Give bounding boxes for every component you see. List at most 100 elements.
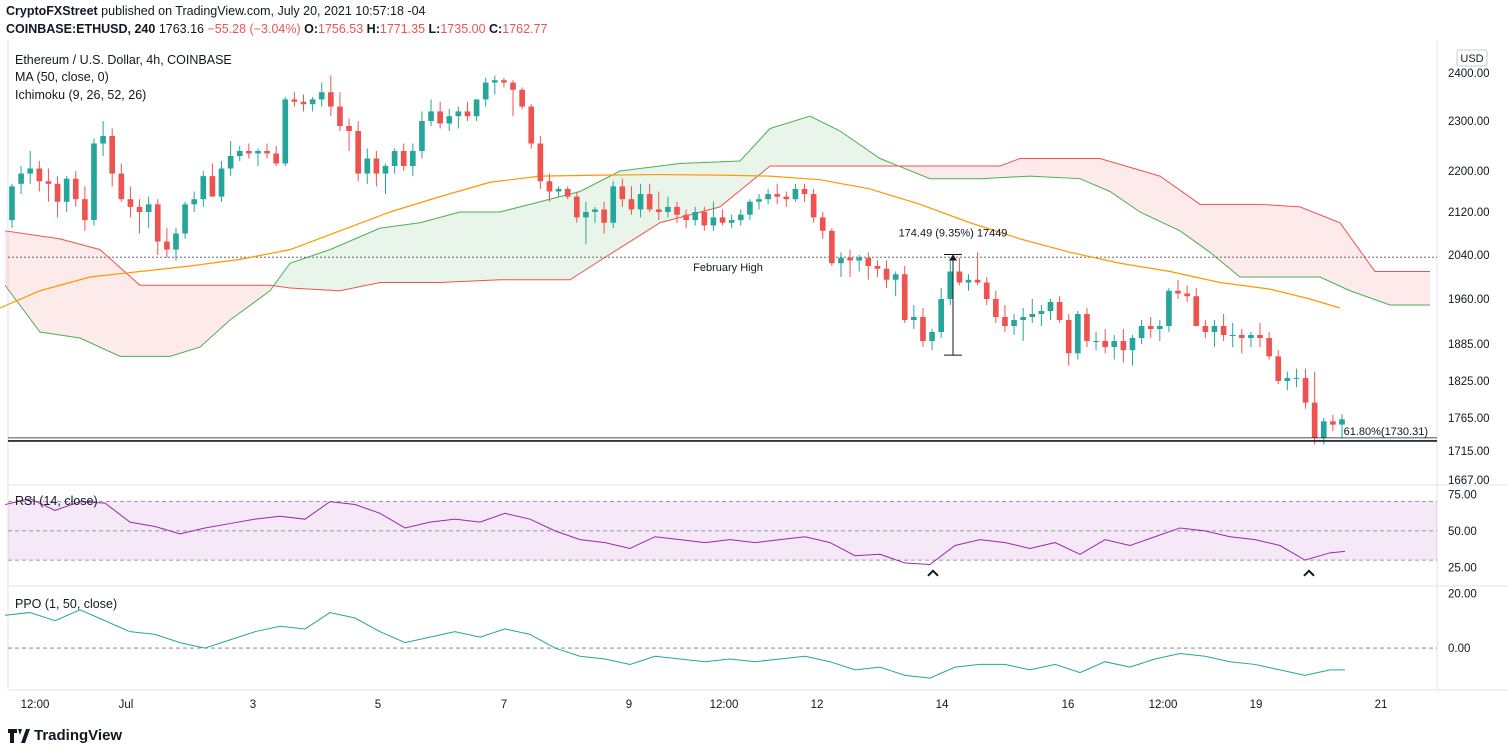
candle-body bbox=[1011, 320, 1017, 326]
price-tick-label: 2120.00 bbox=[1448, 207, 1490, 219]
candle bbox=[1056, 296, 1063, 323]
annotations-layer: 174.49 (9.35%) 17449 61.80%(1730.31) bbox=[8, 227, 1437, 442]
measure-arrow bbox=[949, 254, 957, 261]
low-label: L: bbox=[428, 22, 441, 36]
candle-body bbox=[883, 268, 890, 280]
candle bbox=[510, 80, 516, 117]
candle bbox=[829, 228, 835, 266]
candle bbox=[783, 191, 790, 207]
candle-body bbox=[1193, 296, 1200, 326]
candle bbox=[209, 163, 216, 197]
candle bbox=[273, 146, 280, 166]
candle bbox=[337, 92, 343, 131]
candle-body bbox=[1102, 341, 1108, 348]
candle-body bbox=[555, 188, 562, 192]
candle-body bbox=[182, 204, 188, 234]
candle bbox=[1065, 314, 1072, 366]
candle bbox=[856, 255, 863, 272]
candle bbox=[154, 199, 161, 255]
candle-body bbox=[437, 111, 443, 124]
price-tick-label: 1765.00 bbox=[1448, 413, 1490, 425]
price-tick-label: 1825.00 bbox=[1448, 376, 1490, 388]
close-value: 1762.77 bbox=[502, 22, 548, 36]
candle bbox=[983, 277, 990, 305]
ppo-legend[interactable]: PPO (1, 50, close) bbox=[15, 597, 118, 611]
price-tick-label: 1667.00 bbox=[1448, 475, 1490, 487]
candle bbox=[318, 82, 325, 107]
time-tick-label: 5 bbox=[375, 699, 381, 711]
candle bbox=[1084, 308, 1090, 348]
ichimoku-legend[interactable]: Ichimoku (9, 26, 52, 26) bbox=[15, 88, 147, 102]
candle bbox=[555, 186, 562, 197]
chart-canvas[interactable]: February High 174.49 (9.35%) 17449 61.80%… bbox=[0, 40, 1508, 720]
candle-body bbox=[318, 92, 325, 100]
candle-body bbox=[583, 212, 589, 218]
candle bbox=[1275, 350, 1282, 385]
candle-body bbox=[537, 143, 544, 182]
candle bbox=[218, 161, 225, 202]
candle-body bbox=[27, 168, 34, 174]
candle bbox=[400, 143, 407, 171]
candle-body bbox=[1065, 320, 1072, 354]
candle-body bbox=[1257, 335, 1263, 338]
candle-body bbox=[346, 126, 352, 131]
chart-title[interactable]: Ethereum / U.S. Dollar, 4h, COINBASE bbox=[15, 53, 232, 67]
candle-body bbox=[273, 153, 280, 164]
candle-body bbox=[947, 271, 954, 299]
candle-body bbox=[628, 199, 635, 210]
candle bbox=[464, 101, 471, 121]
candle bbox=[774, 183, 781, 205]
candle-body bbox=[819, 217, 826, 231]
candle-body bbox=[391, 151, 398, 166]
candle bbox=[91, 138, 97, 226]
candle-body bbox=[227, 156, 234, 169]
candle bbox=[145, 196, 152, 229]
candle-body bbox=[1302, 377, 1309, 403]
candle bbox=[810, 188, 817, 223]
candle bbox=[173, 228, 179, 261]
candle-body bbox=[838, 257, 844, 264]
time-tick-label: Jul bbox=[119, 699, 134, 711]
candle bbox=[528, 104, 535, 149]
candle bbox=[482, 77, 489, 107]
candle-body bbox=[18, 173, 24, 184]
candle-body bbox=[747, 201, 753, 215]
candle bbox=[1029, 299, 1036, 323]
candle-body bbox=[1339, 419, 1345, 425]
candle bbox=[1193, 288, 1200, 326]
last-price: 1763.16 bbox=[158, 22, 205, 36]
candle bbox=[1202, 320, 1209, 338]
candle-body bbox=[1138, 326, 1145, 338]
publish-line: CryptoFXStreet published on TradingView.… bbox=[6, 4, 425, 18]
senkou-span-b-line bbox=[4, 158, 1430, 292]
candle bbox=[255, 148, 261, 166]
candle-body bbox=[792, 188, 799, 200]
candle bbox=[710, 201, 717, 231]
candle-body bbox=[1147, 326, 1154, 329]
candle-body bbox=[1084, 314, 1090, 341]
candle-body bbox=[719, 217, 726, 223]
candle bbox=[118, 163, 125, 202]
candle bbox=[1248, 332, 1254, 348]
candle bbox=[1257, 323, 1263, 348]
ma-legend[interactable]: MA (50, close, 0) bbox=[15, 70, 109, 84]
candle-body bbox=[364, 158, 371, 174]
rsi-legend[interactable]: RSI (14, close) bbox=[15, 494, 98, 508]
candle bbox=[82, 186, 88, 231]
ppo-tick-label: 20.00 bbox=[1448, 588, 1477, 600]
candle bbox=[583, 201, 589, 245]
candle bbox=[473, 99, 480, 121]
high-value: 1771.35 bbox=[379, 22, 426, 36]
candle-body bbox=[191, 199, 198, 205]
publisher-name[interactable]: CryptoFXStreet bbox=[6, 4, 98, 18]
candle-body bbox=[255, 151, 261, 154]
candle-body bbox=[428, 111, 434, 121]
tradingview-footer[interactable]: TradingView bbox=[8, 727, 122, 744]
candle-body bbox=[1284, 377, 1291, 381]
candle-body bbox=[810, 194, 817, 218]
candle bbox=[300, 94, 307, 112]
measure-label: 174.49 (9.35%) 17449 bbox=[899, 227, 1008, 239]
candle bbox=[428, 99, 434, 126]
candle bbox=[692, 206, 699, 226]
candle bbox=[200, 171, 207, 207]
